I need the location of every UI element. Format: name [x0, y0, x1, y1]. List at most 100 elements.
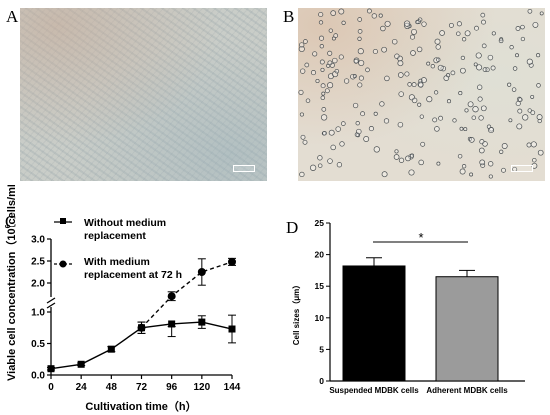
- suspended-cell: [324, 88, 330, 94]
- suspended-cell: [302, 139, 308, 145]
- y-tick-label: 0.0: [31, 371, 45, 382]
- suspended-cell: [404, 22, 411, 30]
- suspended-cell: [481, 43, 487, 49]
- suspended-cell: [360, 111, 366, 117]
- suspended-cell: [410, 50, 416, 56]
- suspended-cell: [459, 126, 464, 131]
- suspended-cell: [398, 157, 405, 163]
- suspended-cell: [537, 118, 542, 124]
- suspended-cell: [430, 64, 435, 69]
- suspended-cell-dots: [298, 8, 544, 179]
- suspended-cell: [383, 118, 390, 124]
- suspended-cell: [352, 102, 359, 109]
- suspended-cell: [407, 82, 412, 87]
- suspended-cell: [507, 82, 512, 87]
- suspended-cell: [340, 121, 346, 126]
- data-point-square: [77, 360, 85, 368]
- suspended-cell: [309, 164, 317, 171]
- suspended-cell: [380, 25, 386, 32]
- suspended-cell: [438, 115, 444, 121]
- suspended-cell: [478, 115, 484, 121]
- legend-marker-circle: [59, 260, 67, 268]
- suspended-cell: [426, 61, 431, 66]
- suspended-cell: [298, 89, 304, 95]
- data-point-square: [107, 345, 115, 353]
- panel-letter-c: C: [5, 212, 17, 231]
- suspended-cell: [384, 75, 390, 82]
- suspended-cell: [508, 118, 513, 123]
- suspended-cell: [404, 71, 410, 77]
- suspended-cell: [317, 155, 323, 161]
- suspended-cell: [482, 141, 488, 147]
- suspended-cell: [433, 90, 439, 95]
- suspended-cell: [515, 100, 521, 107]
- suspended-cell: [330, 144, 336, 151]
- scale-bar: [511, 165, 533, 172]
- suspended-cell: [488, 161, 494, 167]
- suspended-cell: [327, 82, 334, 89]
- x-axis-label: Cultivation time（h）: [85, 400, 196, 413]
- suspended-cell: [512, 66, 518, 71]
- suspended-cell: [418, 159, 424, 166]
- data-point-circle: [228, 257, 236, 266]
- suspended-cell: [491, 31, 496, 36]
- suspended-cell: [476, 64, 483, 71]
- growth-curve-chart: Viable cell concentration（106cells/mL） C…: [5, 185, 241, 413]
- suspended-cell: [304, 62, 310, 68]
- suspended-cell: [452, 118, 457, 123]
- suspended-cell: [333, 33, 339, 38]
- suspended-cell: [365, 67, 370, 73]
- suspended-cell: [411, 97, 418, 104]
- suspended-cell: [464, 30, 471, 37]
- suspended-cell: [318, 11, 324, 18]
- panel-letter-b: B: [283, 7, 295, 26]
- suspended-cell: [328, 129, 335, 136]
- y-tick-label: 0: [319, 376, 324, 386]
- y-tick-label: 20: [315, 250, 325, 260]
- suspended-cell: [299, 112, 304, 117]
- suspended-cell: [458, 91, 463, 96]
- suspended-cell: [321, 107, 327, 112]
- suspended-cell: [526, 142, 532, 148]
- bar: [342, 265, 406, 382]
- suspended-cell: [357, 29, 363, 34]
- suspended-cell: [335, 126, 341, 132]
- suspended-cell: [515, 53, 519, 58]
- suspended-cell: [432, 117, 438, 123]
- y-tick-label: 1.0: [31, 308, 45, 319]
- data-point-square: [198, 318, 206, 326]
- suspended-cell: [477, 84, 483, 90]
- suspended-cell: [328, 28, 333, 33]
- suspended-cell: [327, 158, 333, 164]
- suspended-cell: [403, 20, 411, 27]
- suspended-cell: [381, 46, 387, 53]
- y-axis-label: Cell sizes（μm）: [291, 281, 301, 345]
- suspended-cell: [532, 157, 537, 163]
- suspended-cell: [488, 127, 495, 134]
- suspended-cell: [320, 114, 328, 121]
- suspended-cell: [501, 167, 506, 173]
- suspended-cell: [394, 53, 400, 59]
- suspended-cell: [319, 59, 325, 65]
- suspended-cell: [319, 44, 324, 49]
- suspended-cell: [511, 87, 517, 92]
- suspended-cell: [461, 164, 467, 169]
- suspended-cell: [456, 31, 461, 36]
- suspended-cell: [384, 20, 391, 27]
- suspended-cell: [357, 48, 364, 55]
- suspended-cell: [516, 123, 523, 130]
- x-tick-label: 72: [136, 382, 148, 393]
- y-tick-label: 10: [315, 313, 325, 323]
- suspended-cell: [300, 68, 306, 74]
- significance-star: *: [418, 230, 423, 245]
- suspended-cell: [474, 25, 479, 31]
- series-line-with: [140, 261, 233, 329]
- suspended-cell: [298, 45, 305, 53]
- suspended-cell: [460, 67, 466, 74]
- suspended-cell: [457, 153, 463, 159]
- suspended-cell: [372, 48, 378, 55]
- suspended-cell: [501, 143, 508, 149]
- suspended-cell: [391, 38, 398, 45]
- data-point-circle: [167, 292, 176, 301]
- suspended-cell: [373, 146, 380, 153]
